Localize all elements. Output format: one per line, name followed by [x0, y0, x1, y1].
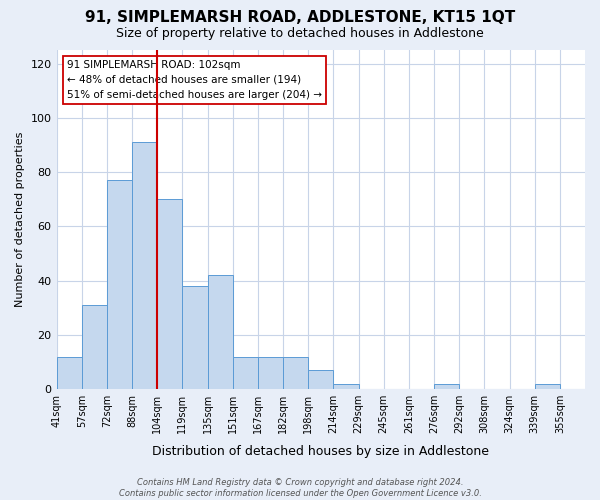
Bar: [308, 370, 334, 389]
Bar: [208, 275, 233, 389]
Bar: [283, 356, 308, 389]
Bar: [157, 199, 182, 389]
Bar: [233, 356, 258, 389]
Bar: [132, 142, 157, 389]
Bar: [434, 384, 459, 389]
Bar: [258, 356, 283, 389]
Y-axis label: Number of detached properties: Number of detached properties: [15, 132, 25, 308]
Bar: [107, 180, 132, 389]
X-axis label: Distribution of detached houses by size in Addlestone: Distribution of detached houses by size …: [152, 444, 489, 458]
Text: 91 SIMPLEMARSH ROAD: 102sqm
← 48% of detached houses are smaller (194)
51% of se: 91 SIMPLEMARSH ROAD: 102sqm ← 48% of det…: [67, 60, 322, 100]
Bar: [56, 356, 82, 389]
Text: Size of property relative to detached houses in Addlestone: Size of property relative to detached ho…: [116, 28, 484, 40]
Text: 91, SIMPLEMARSH ROAD, ADDLESTONE, KT15 1QT: 91, SIMPLEMARSH ROAD, ADDLESTONE, KT15 1…: [85, 10, 515, 25]
Bar: [82, 305, 107, 389]
Bar: [334, 384, 359, 389]
Text: Contains HM Land Registry data © Crown copyright and database right 2024.
Contai: Contains HM Land Registry data © Crown c…: [119, 478, 481, 498]
Bar: [182, 286, 208, 389]
Bar: [535, 384, 560, 389]
